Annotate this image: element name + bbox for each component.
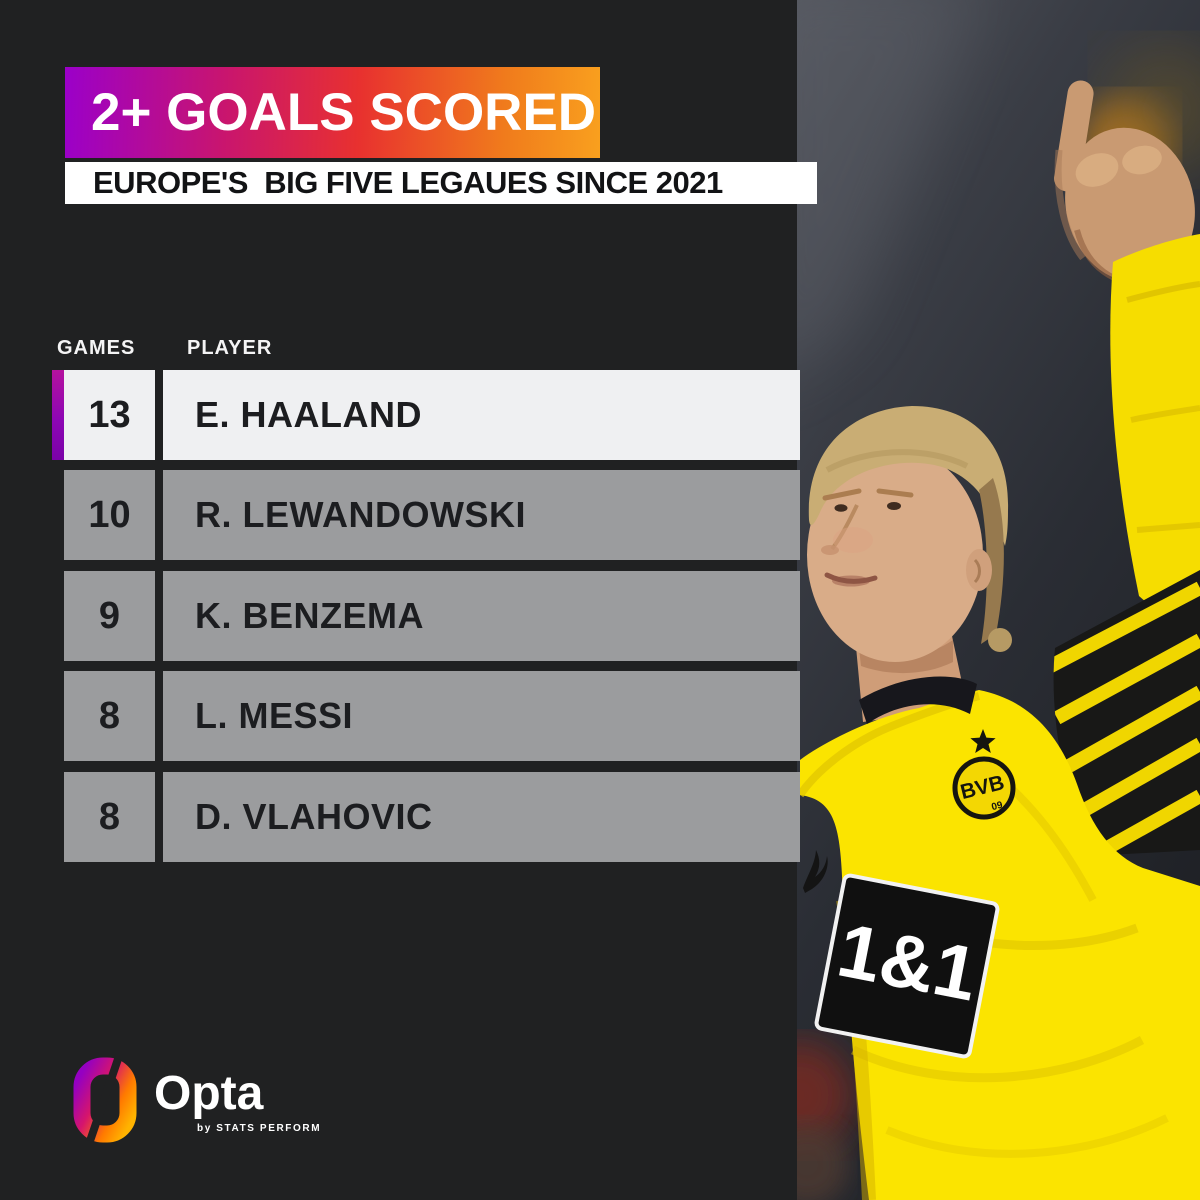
jersey-collar — [859, 676, 977, 724]
top-rank-accent-bar — [52, 370, 64, 460]
player-name: R. LEWANDOWSKI — [195, 494, 526, 535]
sponsor-badge: 1&1 — [814, 873, 1000, 1059]
crest-number: 09 — [990, 800, 1004, 813]
page-title: 2+ GOALS SCORED — [91, 83, 597, 142]
opta-logo-icon — [73, 1057, 137, 1143]
jersey-sleeve — [1110, 234, 1200, 650]
games-cell: 8 — [64, 772, 155, 862]
page-subtitle: EUROPE'S BIG FIVE LEGAUES SINCE 2021 — [93, 165, 723, 200]
subtitle-strip: EUROPE'S BIG FIVE LEGAUES SINCE 2021 — [65, 162, 817, 204]
puma-logo — [803, 850, 828, 893]
games-cell: 8 — [64, 671, 155, 761]
opta-logo-subtext: by STATS PERFORM — [197, 1123, 322, 1134]
title-banner: 2+ GOALS SCORED — [65, 67, 600, 158]
player-name: K. BENZEMA — [195, 595, 424, 636]
games-cell: 13 — [64, 370, 155, 460]
player-cell: R. LEWANDOWSKI — [163, 470, 800, 560]
player-name: L. MESSI — [195, 695, 354, 736]
games-cell: 9 — [64, 571, 155, 661]
player-photo: BVB 09 1&1 — [797, 0, 1200, 1200]
player-name: E. HAALAND — [195, 394, 422, 435]
column-header-player: PLAYER — [187, 337, 273, 359]
games-cell: 10 — [64, 470, 155, 560]
player-cell: D. VLAHOVIC — [163, 772, 800, 862]
opta-logo-text: Opta — [154, 1067, 264, 1120]
championship-star — [970, 729, 996, 753]
club-crest: BVB 09 — [952, 756, 1016, 820]
column-header-games: GAMES — [57, 337, 136, 359]
crowd-light — [797, 1040, 854, 1150]
player-cell: K. BENZEMA — [163, 571, 800, 661]
player-cell: E. HAALAND — [163, 370, 800, 460]
player-cell: L. MESSI — [163, 671, 800, 761]
player-name: D. VLAHOVIC — [195, 796, 433, 837]
